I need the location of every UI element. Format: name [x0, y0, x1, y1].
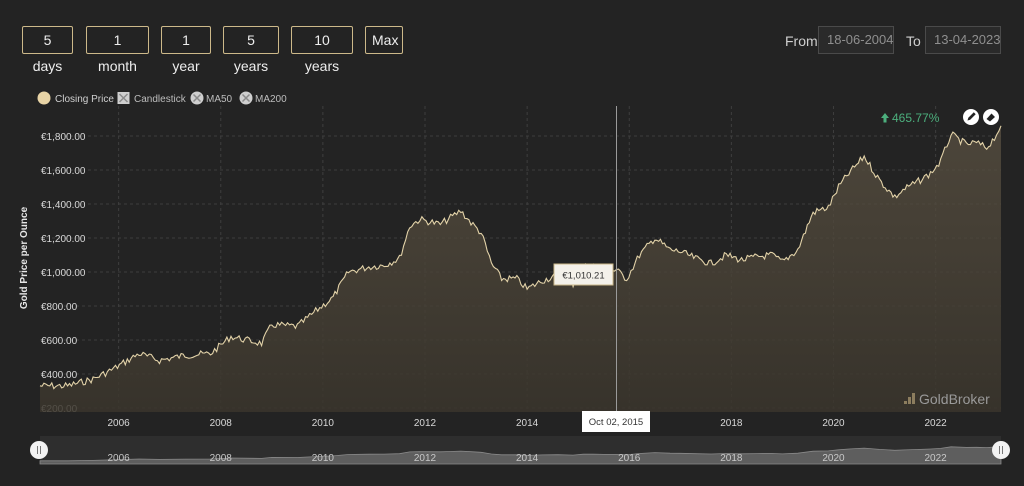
y-tick-label: €1,000.00: [41, 268, 86, 279]
eraser-icon: [986, 113, 995, 122]
pencil-tool-button[interactable]: [963, 109, 979, 125]
value-tooltip: €1,010.21: [553, 263, 614, 286]
navigator-x-labels: 2006 2008 2010 2012 2014 2016 2018 2020 2022: [108, 453, 948, 464]
to-date-input[interactable]: 13-04-2023: [925, 26, 1001, 54]
to-label: To: [906, 33, 921, 49]
legend-label-ma200: MA200: [255, 94, 287, 105]
x-tick-label: 2022: [925, 418, 948, 429]
navigator-x-tick-label: 2018: [720, 453, 743, 464]
tooltip-date: Oct 02, 2015: [589, 417, 643, 428]
watermark-text: GoldBroker: [919, 391, 990, 407]
from-label: From: [785, 33, 818, 49]
x-tick-label: 2010: [312, 418, 335, 429]
y-tick-label: €600.00: [41, 336, 78, 347]
y-tick-label: €1,800.00: [41, 132, 86, 143]
legend-item-closing-price[interactable]: Closing Price: [37, 91, 115, 106]
eraser-tool-button[interactable]: [983, 109, 999, 125]
navigator-series: [39, 445, 1002, 465]
range-button-10-years[interactable]: 10 years: [291, 26, 353, 74]
change-indicator: 465.77%: [881, 111, 940, 125]
y-axis-labels: €200.00€400.00€600.00€800.00€1,000.00€1,…: [41, 132, 86, 415]
percent-change: 465.77%: [892, 111, 940, 125]
from-date-input[interactable]: 18-06-2004: [818, 26, 894, 54]
navigator-handle-left[interactable]: [30, 441, 48, 459]
legend-label-candlestick: Candlestick: [134, 94, 187, 105]
navigator-x-tick-label: 2022: [925, 453, 948, 464]
x-tick-label: 2008: [210, 418, 233, 429]
range-button-5-years[interactable]: 5 years: [223, 26, 279, 74]
y-tick-label: €1,600.00: [41, 166, 86, 177]
y-tick-label: €800.00: [41, 302, 78, 313]
x-tick-label: 2012: [414, 418, 437, 429]
legend-item-ma50[interactable]: MA50: [190, 91, 233, 106]
legend-label-ma50: MA50: [206, 94, 233, 105]
navigator-x-tick-label: 2010: [312, 453, 335, 464]
navigator-x-tick-label: 2014: [516, 453, 539, 464]
x-tick-label: 2014: [516, 418, 539, 429]
range-button-1-month[interactable]: 1 month: [86, 26, 149, 74]
up-arrow-icon: [881, 113, 889, 123]
legend-label-closing-price: Closing Price: [55, 94, 114, 105]
closing-price-line: [39, 125, 1002, 390]
legend: Closing Price Candlestick MA50 MA200: [37, 91, 288, 106]
navigator-x-tick-label: 2006: [108, 453, 131, 464]
range-button-max[interactable]: Max: [365, 26, 403, 54]
y-tick-label: €1,400.00: [41, 200, 86, 211]
navigator-x-tick-label: 2012: [414, 453, 437, 464]
navigator-x-tick-label: 2008: [210, 453, 233, 464]
legend-item-candlestick[interactable]: Candlestick: [117, 92, 187, 105]
navigator-x-tick-label: 2016: [618, 453, 641, 464]
navigator-area: [39, 445, 1002, 465]
price-area: [40, 125, 1001, 413]
pencil-icon: [967, 112, 976, 121]
x-tick-label: 2018: [720, 418, 743, 429]
y-tick-label: €1,200.00: [41, 234, 86, 245]
navigator-handle-right[interactable]: [992, 441, 1010, 459]
range-button-1-year[interactable]: 1 year: [161, 26, 211, 74]
date-tooltip: Oct 02, 2015: [582, 411, 650, 432]
x-tick-label: 2006: [108, 418, 131, 429]
range-button-5-days[interactable]: 5 days: [22, 26, 73, 74]
y-axis-title: Gold Price per Ounce: [19, 206, 30, 309]
tooltip-value: €1,010.21: [562, 271, 604, 282]
navigator[interactable]: 2006 2008 2010 2012 2014 2016 2018 2020 2022: [30, 436, 1010, 465]
x-tick-label: 2020: [822, 418, 845, 429]
price-series: [39, 125, 1002, 413]
y-tick-label: €400.00: [41, 370, 78, 381]
legend-item-ma200[interactable]: MA200: [239, 91, 288, 106]
goldbroker-watermark: GoldBroker: [904, 391, 990, 407]
navigator-x-tick-label: 2020: [822, 453, 845, 464]
